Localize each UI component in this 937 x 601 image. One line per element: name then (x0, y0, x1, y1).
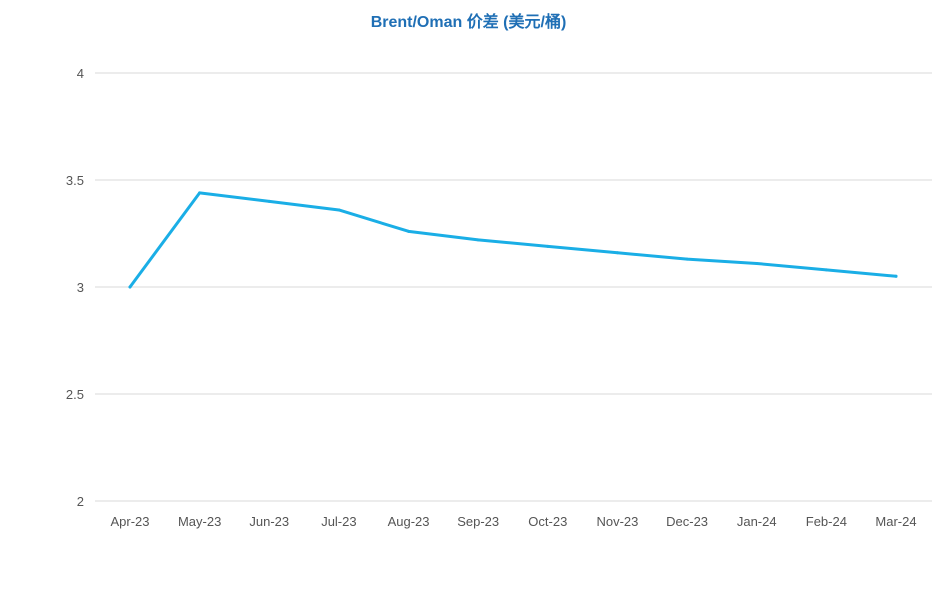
x-tick-label: May-23 (178, 514, 221, 529)
x-tick-label: Jul-23 (321, 514, 356, 529)
data-point (546, 244, 550, 248)
x-tick-label: Sep-23 (457, 514, 499, 529)
x-tick-label: Mar-24 (875, 514, 916, 529)
series-group (128, 191, 898, 289)
data-point (894, 274, 898, 278)
x-axis-ticks: Apr-23 May-23 Jun-23 Jul-23 Aug-23 Sep-23 Oct-… (110, 514, 916, 529)
y-tick-label: 3.5 (66, 173, 84, 188)
data-point (198, 191, 202, 195)
data-point (476, 238, 480, 242)
series-line (128, 191, 898, 289)
data-point (755, 261, 759, 265)
chart-title: Brent/Oman 价差 (美元/桶) (370, 14, 567, 31)
data-point (267, 199, 271, 203)
data-point (407, 229, 411, 233)
y-axis-ticks: 2 2.5 3 3.5 4 (66, 66, 84, 509)
x-tick-label: Aug-23 (388, 514, 430, 529)
data-point (824, 268, 828, 272)
x-tick-label: Apr-23 (110, 514, 149, 529)
data-point (128, 285, 132, 289)
x-tick-label: Jan-24 (737, 514, 777, 529)
data-point (337, 208, 341, 212)
x-tick-label: Oct-23 (528, 514, 567, 529)
y-tick-label: 2 (77, 494, 84, 509)
x-tick-label: Nov-23 (596, 514, 638, 529)
data-point (615, 251, 619, 255)
x-tick-label: Dec-23 (666, 514, 708, 529)
gridlines (95, 72, 932, 502)
x-tick-label: Feb-24 (806, 514, 847, 529)
x-tick-label: Jun-23 (249, 514, 289, 529)
data-point (685, 257, 689, 261)
y-tick-label: 3 (77, 280, 84, 295)
y-tick-label: 2.5 (66, 387, 84, 402)
y-tick-label: 4 (77, 66, 84, 81)
